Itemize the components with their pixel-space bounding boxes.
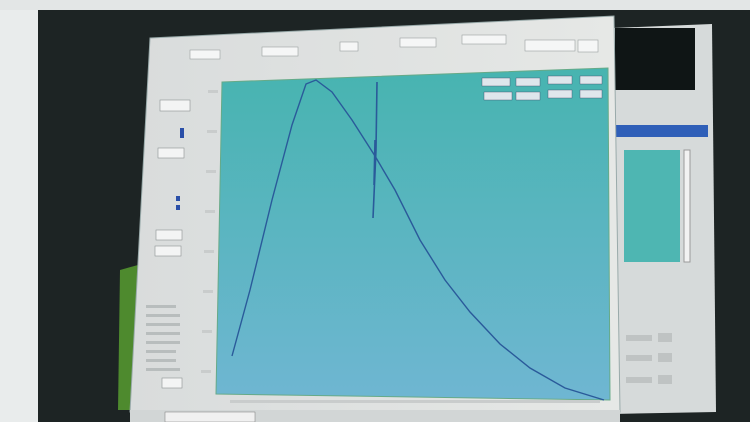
left-indicators: [176, 128, 184, 210]
toolbar-controls: [189, 34, 599, 60]
taskbar-button: [164, 411, 256, 422]
side-titlebar: [616, 125, 708, 137]
side-scroll: [683, 149, 691, 263]
left-controls: [154, 99, 191, 389]
y-axis-label-marks: [201, 90, 218, 373]
side-black-panel: [615, 28, 695, 90]
side-controls: [626, 333, 672, 384]
side-plot: [624, 150, 680, 262]
x-axis-label-marks: [230, 400, 600, 403]
trace-spike: [372, 81, 378, 219]
bezel-left: [0, 0, 38, 422]
plot-controls: [481, 75, 603, 101]
bezel-top: [0, 0, 750, 10]
left-checklist: [146, 305, 180, 371]
plot-area: [215, 67, 611, 401]
